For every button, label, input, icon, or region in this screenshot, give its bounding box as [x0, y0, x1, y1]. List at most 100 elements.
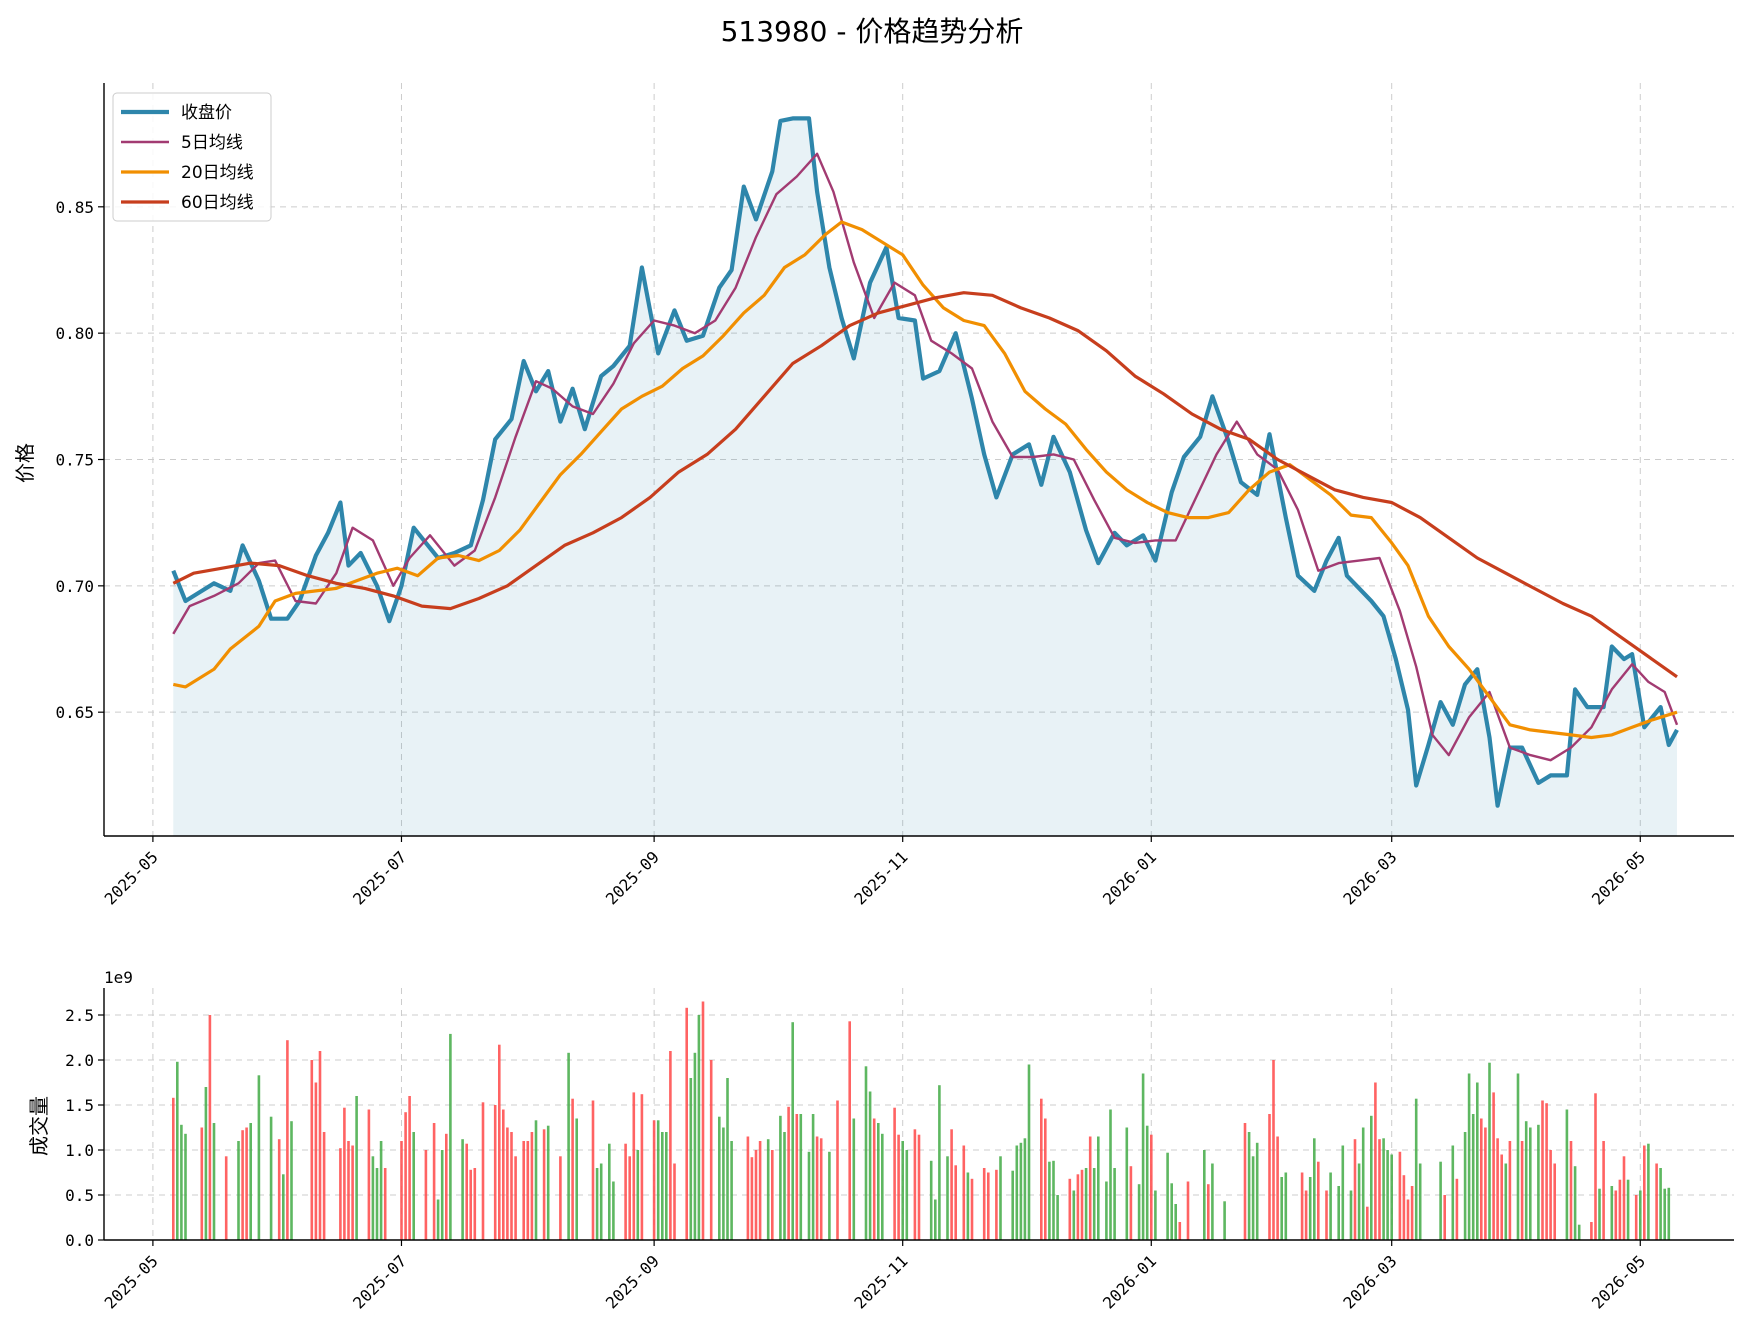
volume-bar	[1317, 1161, 1320, 1240]
volume-bar	[1166, 1152, 1169, 1240]
volume-bar	[571, 1098, 574, 1240]
series-line-2	[172, 220, 1678, 740]
volume-bar	[872, 1118, 876, 1240]
price-x-tick-label: 2025-05	[101, 847, 162, 908]
price-y-tick-label: 0.75	[55, 451, 94, 470]
volume-bar	[624, 1143, 627, 1240]
price-x-tick-label: 2025-11	[850, 847, 911, 908]
price-x-tick-label: 2025-07	[349, 847, 410, 908]
volume-bar	[1243, 1123, 1247, 1240]
volume-bar	[1084, 1168, 1088, 1240]
volume-bar	[347, 1141, 350, 1240]
volume-bar	[1145, 1125, 1149, 1240]
volume-bar	[542, 1129, 546, 1240]
volume-bar	[355, 1096, 358, 1240]
volume-bar	[473, 1168, 477, 1240]
volume-bar	[730, 1141, 733, 1240]
price-x-tick-label: 2026-05	[1588, 847, 1649, 908]
volume-bar	[526, 1141, 530, 1240]
volume-y-tick-label: 1.5	[65, 1096, 94, 1115]
volume-bar	[241, 1130, 244, 1240]
volume-bar	[1545, 1103, 1548, 1240]
volume-bar	[661, 1132, 664, 1240]
volume-bar	[249, 1123, 252, 1240]
volume-bar	[314, 1082, 318, 1240]
volume-bar	[913, 1129, 917, 1240]
volume-bar	[567, 1052, 570, 1240]
volume-bar	[277, 1139, 281, 1240]
volume-bar	[1529, 1127, 1532, 1240]
volume-bar	[893, 1107, 896, 1240]
volume-bar	[595, 1168, 599, 1240]
volume-bar	[383, 1168, 387, 1240]
volume-bar	[982, 1168, 986, 1240]
volume-bar	[811, 1114, 815, 1240]
volume-bar	[1076, 1174, 1080, 1240]
volume-bar	[1113, 1168, 1116, 1240]
volume-bar	[1313, 1138, 1316, 1240]
volume-bar	[1357, 1163, 1361, 1240]
volume-bar	[1272, 1060, 1275, 1240]
volume-bar	[1353, 1139, 1357, 1240]
volume-bar	[204, 1087, 208, 1240]
volume-x-tick-label: 2026-05	[1588, 1251, 1649, 1312]
volume-bar	[290, 1121, 293, 1240]
volume-x-tick-label: 2025-11	[850, 1251, 911, 1312]
volume-bar	[1105, 1181, 1108, 1240]
volume-bar	[245, 1127, 248, 1240]
volume-y-tick-label: 0.0	[65, 1231, 94, 1250]
volume-bar	[1137, 1184, 1141, 1240]
volume-bar	[318, 1051, 322, 1240]
volume-bar	[929, 1160, 933, 1240]
volume-bar	[1398, 1151, 1402, 1240]
volume-bar	[1455, 1178, 1459, 1240]
close-price-fill	[173, 118, 1677, 836]
volume-bar	[1516, 1073, 1520, 1240]
volume-bar	[514, 1156, 517, 1240]
volume-bar	[339, 1148, 342, 1240]
volume-bar	[502, 1109, 505, 1240]
volume-bar	[461, 1139, 464, 1240]
volume-bar	[966, 1172, 970, 1240]
volume-bar	[970, 1178, 974, 1240]
volume-bar	[1622, 1156, 1626, 1240]
volume-bar	[1402, 1175, 1406, 1240]
volume-bar	[1304, 1190, 1308, 1240]
volume-bar	[1125, 1127, 1129, 1240]
volume-bar	[1223, 1201, 1226, 1240]
volume-bar	[522, 1141, 525, 1240]
volume-bar	[852, 1118, 856, 1240]
volume-bar	[652, 1120, 656, 1240]
volume-bar	[1488, 1062, 1491, 1240]
volume-bar	[901, 1141, 904, 1240]
volume-y-tick-label: 1.0	[65, 1141, 94, 1160]
volume-bar	[481, 1102, 485, 1240]
volume-bar	[718, 1116, 721, 1240]
volume-bar	[375, 1168, 379, 1240]
volume-bar	[999, 1156, 1002, 1240]
volume-bar	[807, 1151, 811, 1240]
volume-bar	[1247, 1132, 1251, 1240]
volume-bar	[881, 1133, 884, 1240]
volume-bar	[1614, 1190, 1618, 1240]
volume-bar	[612, 1181, 615, 1240]
price-axis-label: 价格	[13, 443, 37, 483]
volume-bar	[1072, 1190, 1076, 1240]
volume-bar	[1141, 1073, 1145, 1240]
legend-label: 60日均线	[181, 193, 254, 213]
volume-bar	[1480, 1118, 1483, 1240]
volume-bar	[1524, 1121, 1528, 1240]
volume-bar	[269, 1116, 273, 1240]
volume-bar	[877, 1123, 880, 1240]
volume-bar	[530, 1132, 534, 1240]
volume-bar	[1374, 1082, 1377, 1240]
volume-bar	[608, 1143, 611, 1240]
volume-bar	[758, 1141, 762, 1240]
volume-bar	[445, 1133, 448, 1240]
volume-bar	[950, 1129, 953, 1240]
volume-bar	[1378, 1139, 1381, 1240]
volume-bar	[1553, 1163, 1556, 1240]
volume-bar	[1590, 1222, 1593, 1240]
volume-bar	[599, 1163, 603, 1240]
